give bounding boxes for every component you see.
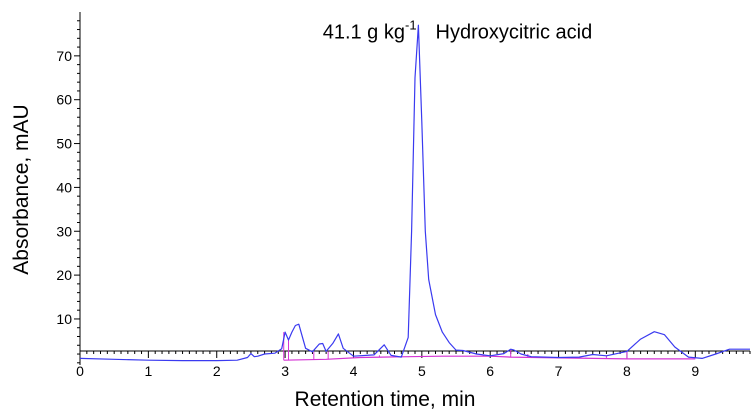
y-axis-title: Absorbance, mAU (10, 104, 33, 274)
y-tick-label: 60 (56, 92, 72, 108)
compound-annotation: Hydroxycitric acid (436, 21, 593, 43)
concentration-value: 41.1 g kg (323, 21, 405, 43)
baseline-line (283, 355, 696, 361)
absorbance-signal-line (79, 24, 750, 362)
x-tick-label: 9 (691, 363, 699, 379)
y-tick-label: 40 (56, 179, 72, 195)
x-tick-label: 6 (486, 363, 494, 379)
y-tick-label: 20 (56, 267, 72, 283)
series-layer (79, 24, 750, 362)
x-axis-title: Retention time, min (295, 388, 476, 411)
y-tick-label: 10 (56, 311, 72, 327)
x-tick-label: 1 (144, 363, 152, 379)
annotation-layer: 41.1 g kg-1 Hydroxycitric acid (323, 17, 593, 43)
x-tick-label: 4 (350, 363, 358, 379)
concentration-unit-exponent: -1 (405, 17, 417, 32)
y-tick-label: 30 (56, 223, 72, 239)
x-tick-label: 2 (213, 363, 221, 379)
y-tick-label: 70 (56, 48, 72, 64)
x-tick-label: 3 (281, 363, 289, 379)
x-tick-label: 8 (623, 363, 631, 379)
x-tick-label: 5 (418, 363, 426, 379)
x-tick-label: 7 (555, 363, 563, 379)
y-tick-label: 50 (56, 136, 72, 152)
x-tick-label: 0 (76, 363, 84, 379)
concentration-annotation: 41.1 g kg-1 (323, 17, 417, 43)
axes-layer: 10 20 30 40 50 60 70 0 1 2 3 4 5 6 7 8 9 (56, 12, 751, 379)
